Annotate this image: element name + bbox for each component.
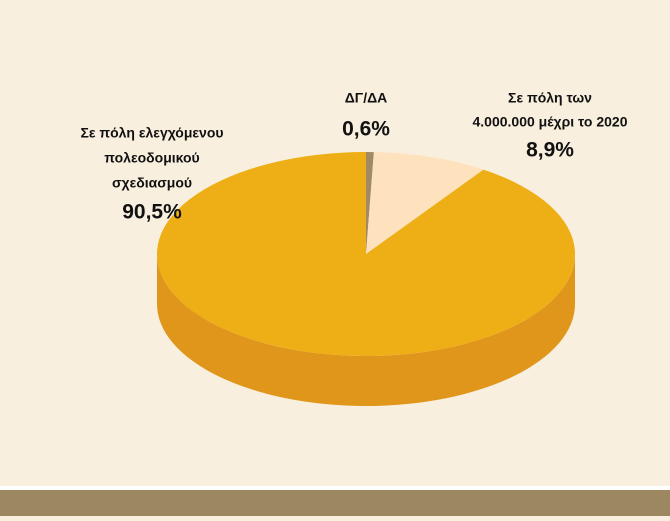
pie-slice [366, 152, 374, 254]
pie-slice [156, 152, 575, 357]
footer-strip [0, 490, 670, 516]
slice-label: πολεοδομικού [104, 150, 199, 166]
slice-label: 4.000.000 μέχρι το 2020 [473, 114, 628, 130]
separator [0, 486, 670, 490]
slice-label: Σε πόλη ελεγχόμενου [80, 125, 223, 141]
value-label: 90,5% [122, 201, 182, 224]
pie-side [157, 254, 575, 406]
slice-label: Σε πόλη των [508, 90, 592, 106]
slice-label: ΔΓ/ΔΑ [345, 90, 388, 106]
slice-label: σχεδιασμού [112, 175, 192, 191]
value-label: 8,9% [526, 139, 574, 162]
value-label: 0,6% [342, 118, 390, 141]
pie-slice [366, 152, 484, 254]
